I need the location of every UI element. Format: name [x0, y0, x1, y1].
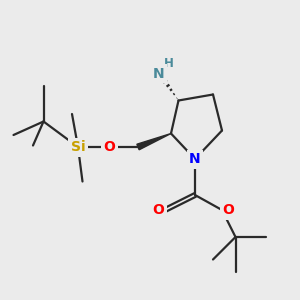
Text: N: N — [153, 67, 165, 80]
Polygon shape — [137, 134, 171, 150]
Text: Si: Si — [71, 140, 85, 154]
Text: H: H — [164, 57, 174, 70]
Text: O: O — [103, 140, 116, 154]
Text: O: O — [152, 203, 164, 217]
Text: N: N — [189, 152, 201, 166]
Text: O: O — [223, 203, 235, 217]
